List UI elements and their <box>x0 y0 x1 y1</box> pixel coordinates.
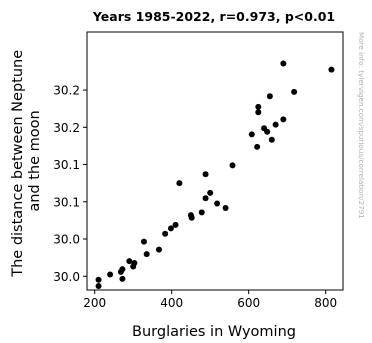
data-point <box>207 189 214 196</box>
watermark-text: More info: tylervigen.com/spurious/corre… <box>357 32 366 219</box>
scatter-points <box>95 60 335 290</box>
chart-title: Years 1985-2022, r=0.973, p<0.01 <box>92 9 335 24</box>
y-tick-label: 30.0 <box>53 233 80 247</box>
data-point <box>202 171 209 178</box>
data-point <box>202 195 209 202</box>
data-point <box>162 230 169 237</box>
data-point <box>266 93 273 100</box>
data-point <box>172 221 179 228</box>
y-axis-ticks: 30.0 30.0 30.1 30.1 30.2 30.2 <box>53 84 87 284</box>
data-point <box>198 209 205 216</box>
data-point <box>119 275 126 282</box>
y-axis-label-line-1: The distance between Neptune <box>10 50 26 278</box>
data-point <box>268 136 275 143</box>
y-tick-label: 30.1 <box>53 195 80 209</box>
x-axis-label: Burglaries in Wyoming <box>132 324 296 340</box>
x-axis-ticks: 200 400 600 800 <box>83 290 337 310</box>
y-tick-label: 30.0 <box>53 270 80 284</box>
data-point <box>95 276 102 283</box>
data-point <box>254 143 261 150</box>
x-tick-label: 800 <box>314 296 337 310</box>
data-point <box>119 266 126 273</box>
data-point <box>264 128 271 135</box>
data-point <box>107 271 114 278</box>
data-point <box>248 131 255 138</box>
data-point <box>155 246 162 253</box>
data-point <box>143 251 150 258</box>
data-point <box>280 60 287 67</box>
y-tick-label: 30.2 <box>53 84 80 98</box>
data-point <box>229 162 236 169</box>
x-tick-label: 200 <box>83 296 106 310</box>
data-point <box>131 259 138 266</box>
y-tick-label: 30.1 <box>53 158 80 172</box>
data-point <box>272 121 279 128</box>
data-point <box>126 258 133 265</box>
data-point <box>214 200 221 207</box>
plot-area-frame <box>86 31 344 291</box>
data-point <box>328 66 335 73</box>
data-point <box>291 88 298 95</box>
data-point <box>188 214 195 221</box>
y-tick-label: 30.2 <box>53 121 80 135</box>
y-axis-label-line-2: and the moon <box>27 110 43 211</box>
data-point <box>255 103 262 110</box>
data-point <box>167 225 174 232</box>
x-tick-label: 600 <box>237 296 260 310</box>
data-point <box>255 109 262 116</box>
data-point <box>176 180 183 187</box>
y-axis-label: The distance between Neptune and the moo… <box>10 45 43 278</box>
data-point <box>280 116 287 123</box>
data-point <box>222 204 229 211</box>
data-point <box>95 283 102 290</box>
data-point <box>140 238 147 245</box>
x-tick-label: 400 <box>160 296 183 310</box>
